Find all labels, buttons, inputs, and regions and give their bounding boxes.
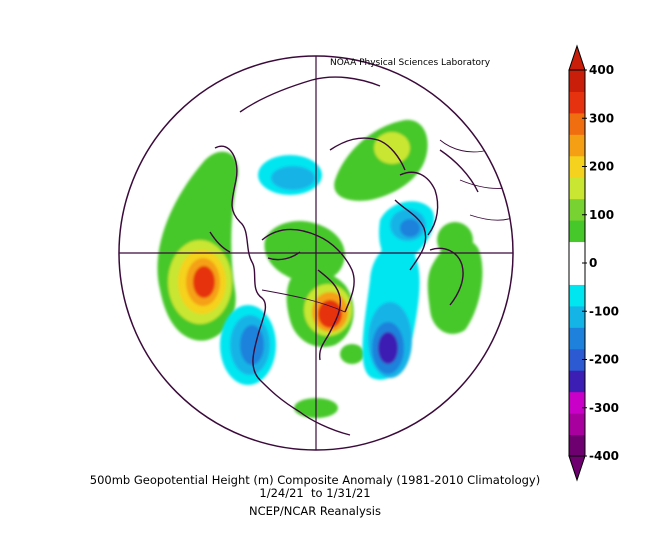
colorbar-tick-label: 300 <box>589 111 614 125</box>
negative-anomaly-east-pacific <box>220 305 276 385</box>
colorbar-segment <box>569 70 585 92</box>
colorbar-tick-label: 400 <box>589 63 614 77</box>
colorbar-tick-label: 0 <box>589 256 597 270</box>
negative-anomaly-barents <box>379 201 435 264</box>
colorbar-segment <box>569 134 585 157</box>
coastlines <box>209 76 479 436</box>
colorbar-segment <box>569 413 585 436</box>
map-boundary <box>118 55 514 451</box>
map-disk <box>119 56 513 450</box>
colorbar: 400 300 200 100 0 -100 -200 -300 -400 <box>568 44 619 482</box>
date-range: 1/24/21 to 1/31/21 <box>259 486 371 500</box>
colorbar-segment <box>569 112 585 135</box>
map-title: 500mb Geopotential Height (m) Composite … <box>89 473 541 487</box>
colorbar-segment <box>569 241 585 264</box>
colorbar-tick-label: 100 <box>589 208 614 222</box>
credit-text: NOAA Physical Sciences Laboratory <box>330 58 491 68</box>
positive-anomaly-pacific <box>157 151 239 341</box>
borders <box>261 139 513 313</box>
colorbar-tick-label: -300 <box>589 401 619 415</box>
colorbar-segment <box>569 198 585 221</box>
colorbar-segment <box>569 327 585 350</box>
colorbar-segment <box>569 305 585 328</box>
colorbar-segment <box>569 220 585 243</box>
colorbar-segment <box>569 391 585 414</box>
colorbar-segment <box>569 284 585 307</box>
colorbar-segment <box>569 155 585 178</box>
colorbar-tick-label: -200 <box>589 353 619 367</box>
colorbar-tick-label: -100 <box>589 304 619 318</box>
data-source: NCEP/NCAR Reanalysis <box>249 504 381 518</box>
colorbar-segment <box>569 434 585 457</box>
positive-anomaly-siberia <box>334 119 428 201</box>
colorbar-segment <box>569 91 585 114</box>
colorbar-tick-label: -400 <box>589 449 619 463</box>
colorbar-segment <box>569 370 585 393</box>
colorbar-tick-label: 200 <box>589 160 614 174</box>
colorbar-segment <box>569 177 585 200</box>
negative-anomaly-atlantic <box>362 243 420 380</box>
colorbar-segment <box>569 348 585 371</box>
colorbar-segment <box>569 263 585 285</box>
colorbar-top-arrow <box>568 44 586 71</box>
negative-anomaly-alaska <box>258 155 322 195</box>
